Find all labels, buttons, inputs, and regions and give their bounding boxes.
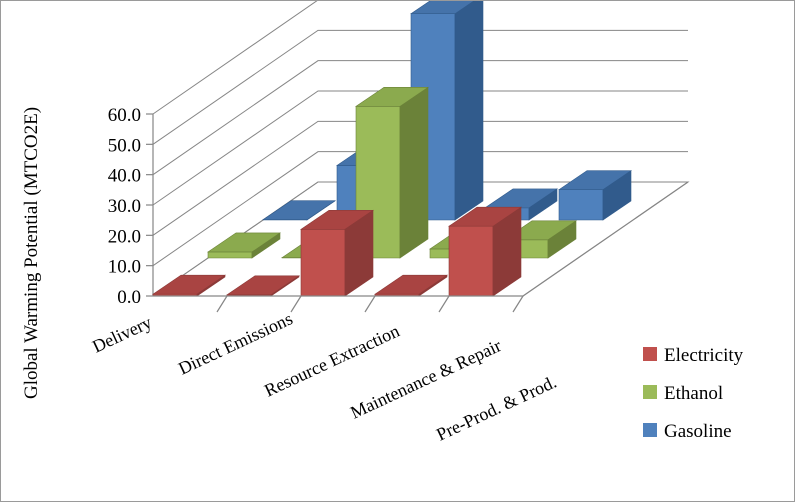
- x-category-label-1: Direct Emissions: [175, 308, 295, 378]
- legend-label-electricity: Electricity: [664, 345, 744, 366]
- x-category-label-4: Pre-Prod. & Prod.: [433, 372, 559, 445]
- y-axis-title: Global Warming Potential (MTCO2E): [21, 107, 42, 399]
- chart-legend: Electricity Ethanol Gasoline: [643, 345, 744, 442]
- y-tick-label: 30.0: [108, 196, 141, 217]
- bar-electricity-1: [226, 275, 300, 297]
- bar-electricity-0: [152, 274, 226, 297]
- y-tick-label: 50.0: [108, 135, 141, 156]
- bar-electricity-2: [300, 209, 374, 297]
- x-category-label-0: Delivery: [89, 312, 155, 357]
- y-axis-title-text: Global Warming Potential (MTCO2E): [21, 107, 42, 399]
- legend-swatch-ethanol: [643, 385, 657, 399]
- y-tick-label: 60.0: [108, 105, 141, 126]
- legend-swatch-electricity: [643, 347, 657, 361]
- legend-label-gasoline: Gasoline: [664, 421, 732, 442]
- y-tick-label: 40.0: [108, 166, 141, 187]
- bar-gasoline-0: [262, 200, 336, 221]
- y-tick-label: 10.0: [108, 257, 141, 278]
- chart-bars: [152, 1, 632, 297]
- chart-axis-lines: [153, 181, 689, 313]
- bar-ethanol-0: [207, 232, 281, 259]
- bar-electricity-3: [374, 274, 448, 297]
- bar-electricity-4: [448, 206, 522, 297]
- y-tick-label: 0.0: [117, 287, 141, 308]
- legend-label-ethanol: Ethanol: [664, 383, 723, 404]
- bar-gasoline-4: [558, 170, 632, 221]
- y-axis-tick-labels: 0.0 10.0 20.0 30.0 40.0 50.0 60.0: [108, 105, 153, 308]
- legend-swatch-gasoline: [643, 423, 657, 437]
- y-tick-label: 20.0: [108, 226, 141, 247]
